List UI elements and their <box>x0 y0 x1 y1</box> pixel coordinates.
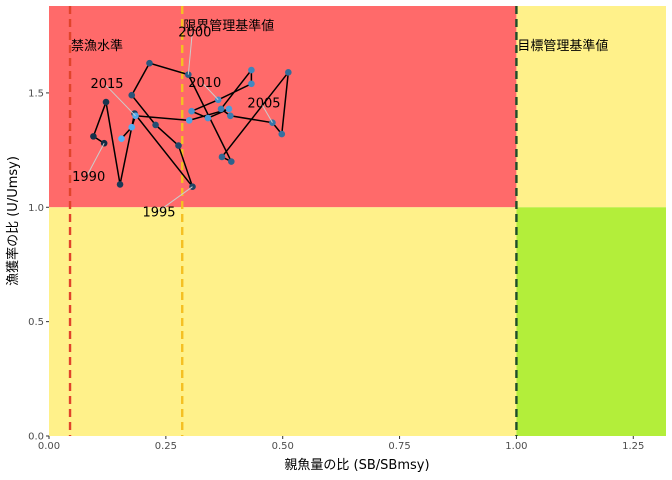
series-layer <box>90 59 292 190</box>
point-2011 <box>188 107 195 115</box>
x-tick-label-5: 1.25 <box>622 441 644 452</box>
point-2013 <box>225 105 233 113</box>
point-1993 <box>116 181 124 188</box>
point-2007 <box>217 105 225 113</box>
axes-layer: 0.00 0.25 0.50 0.75 1.00 1.25 0.0 0.5 1.0 1.5 <box>28 88 644 452</box>
point-2008 <box>248 66 255 74</box>
trajectory-line <box>92 62 290 188</box>
reference-line-label-2: 限界管理基準値 <box>183 18 274 34</box>
year-label-2010: 2010 <box>188 76 221 91</box>
year-label-1990: 1990 <box>72 170 105 185</box>
year-label-leader-2015 <box>104 83 136 117</box>
x-tick-label-0: 0.00 <box>38 441 60 452</box>
zone-yellow-left-low <box>49 207 517 436</box>
point-2005 <box>269 119 276 126</box>
year-label-leader-1990 <box>85 143 105 178</box>
zones-layer <box>49 6 666 436</box>
point-2017 <box>118 135 125 142</box>
x-tick-label-4: 1.00 <box>505 441 527 452</box>
x-tick-label-3: 0.75 <box>388 441 410 452</box>
point-2002 <box>218 153 226 161</box>
point-1997 <box>152 121 159 129</box>
reference-line-label-3: 目標管理基準値 <box>517 38 608 54</box>
x-tick-label-2: 0.50 <box>272 441 294 452</box>
point-1991 <box>90 133 97 140</box>
year-label-leader-1995 <box>156 186 193 214</box>
year-label-2000: 2000 <box>178 26 211 41</box>
year-label-leader-2000 <box>187 32 193 75</box>
y-tick-label-1: 0.5 <box>28 317 44 328</box>
x-tick-label-1: 0.25 <box>155 441 177 452</box>
x-axis-title: 親魚量の比 (SB/SBmsy) <box>284 458 429 473</box>
point-2012 <box>204 114 212 122</box>
y-axis-title: 漁獲率の比 (U/Umsy) <box>5 156 21 286</box>
point-1998 <box>128 91 136 99</box>
reference-line-label-1: 禁漁水準 <box>71 38 123 54</box>
year-label-2015: 2015 <box>90 77 123 92</box>
point-1992 <box>102 98 110 106</box>
zone-green <box>516 207 666 436</box>
point-2004 <box>278 130 286 138</box>
point-2009 <box>248 80 255 88</box>
year-label-1995: 1995 <box>142 206 175 221</box>
point-2006 <box>227 112 234 120</box>
point-2016 <box>128 123 136 131</box>
year-label-leader-2010 <box>201 82 219 101</box>
y-tick-label-3: 1.5 <box>28 88 44 99</box>
point-2003 <box>285 69 292 76</box>
year-label-leader-2005 <box>260 103 273 123</box>
zone-yellow-right-high <box>516 6 666 208</box>
year-labels-layer: 1990 1995 2000 2005 2010 2015 <box>72 26 280 221</box>
point-1996 <box>175 142 182 149</box>
year-label-2005: 2005 <box>247 97 280 112</box>
y-tick-label-2: 1.0 <box>28 203 44 214</box>
point-1999 <box>146 59 153 67</box>
point-2014 <box>185 117 193 124</box>
point-2001 <box>227 158 235 165</box>
y-tick-label-0: 0.0 <box>28 432 44 443</box>
